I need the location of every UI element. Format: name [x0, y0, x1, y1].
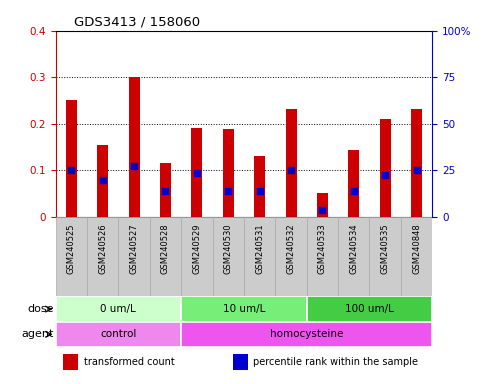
Bar [307, 217, 338, 296]
Bar [244, 217, 275, 296]
Text: GSM240526: GSM240526 [98, 223, 107, 274]
Bar [275, 217, 307, 296]
Text: GSM240848: GSM240848 [412, 223, 421, 274]
Point [319, 207, 327, 213]
Bar [181, 296, 307, 322]
Bar [118, 217, 150, 296]
Text: GSM240528: GSM240528 [161, 223, 170, 274]
Text: transformed count: transformed count [84, 357, 174, 367]
Point [287, 167, 295, 173]
Bar [128, 77, 140, 217]
Bar [401, 217, 432, 296]
Point [224, 188, 232, 194]
Bar [254, 156, 265, 217]
Point [412, 167, 420, 173]
Point [99, 177, 107, 183]
Point [130, 162, 138, 169]
Bar [213, 217, 244, 296]
Text: GSM240534: GSM240534 [349, 223, 358, 274]
Text: agent: agent [22, 329, 54, 339]
Text: GSM240527: GSM240527 [129, 223, 139, 274]
Text: dose: dose [28, 304, 54, 314]
Bar [307, 296, 432, 322]
Bar [223, 129, 234, 217]
Text: 0 um/L: 0 um/L [100, 304, 136, 314]
Text: GSM240531: GSM240531 [255, 223, 264, 274]
Point [382, 172, 389, 178]
Bar [97, 145, 108, 217]
Text: GSM240533: GSM240533 [318, 223, 327, 274]
Bar [411, 109, 422, 217]
Bar [233, 354, 248, 370]
Bar [369, 217, 401, 296]
Point [68, 167, 75, 173]
Text: GSM240535: GSM240535 [381, 223, 390, 274]
Bar [285, 109, 297, 217]
Bar [181, 217, 213, 296]
Point [193, 169, 201, 175]
Text: GDS3413 / 158060: GDS3413 / 158060 [74, 15, 200, 28]
Text: GSM240525: GSM240525 [67, 223, 76, 274]
Bar [181, 322, 432, 347]
Bar [63, 354, 78, 370]
Point [350, 188, 357, 194]
Text: GSM240530: GSM240530 [224, 223, 233, 274]
Bar [56, 322, 181, 347]
Text: 10 um/L: 10 um/L [223, 304, 265, 314]
Bar [56, 296, 181, 322]
Text: percentile rank within the sample: percentile rank within the sample [254, 357, 418, 367]
Point [256, 188, 264, 194]
Text: control: control [100, 329, 137, 339]
Bar [160, 163, 171, 217]
Text: GSM240532: GSM240532 [286, 223, 296, 274]
Bar [150, 217, 181, 296]
Text: 100 um/L: 100 um/L [345, 304, 394, 314]
Bar [87, 217, 118, 296]
Bar [66, 101, 77, 217]
Bar [348, 150, 359, 217]
Bar [380, 119, 391, 217]
Bar [191, 128, 202, 217]
Point [161, 188, 170, 194]
Bar [317, 194, 328, 217]
Bar [338, 217, 369, 296]
Bar [56, 217, 87, 296]
Text: GSM240529: GSM240529 [192, 223, 201, 274]
Text: homocysteine: homocysteine [270, 329, 343, 339]
